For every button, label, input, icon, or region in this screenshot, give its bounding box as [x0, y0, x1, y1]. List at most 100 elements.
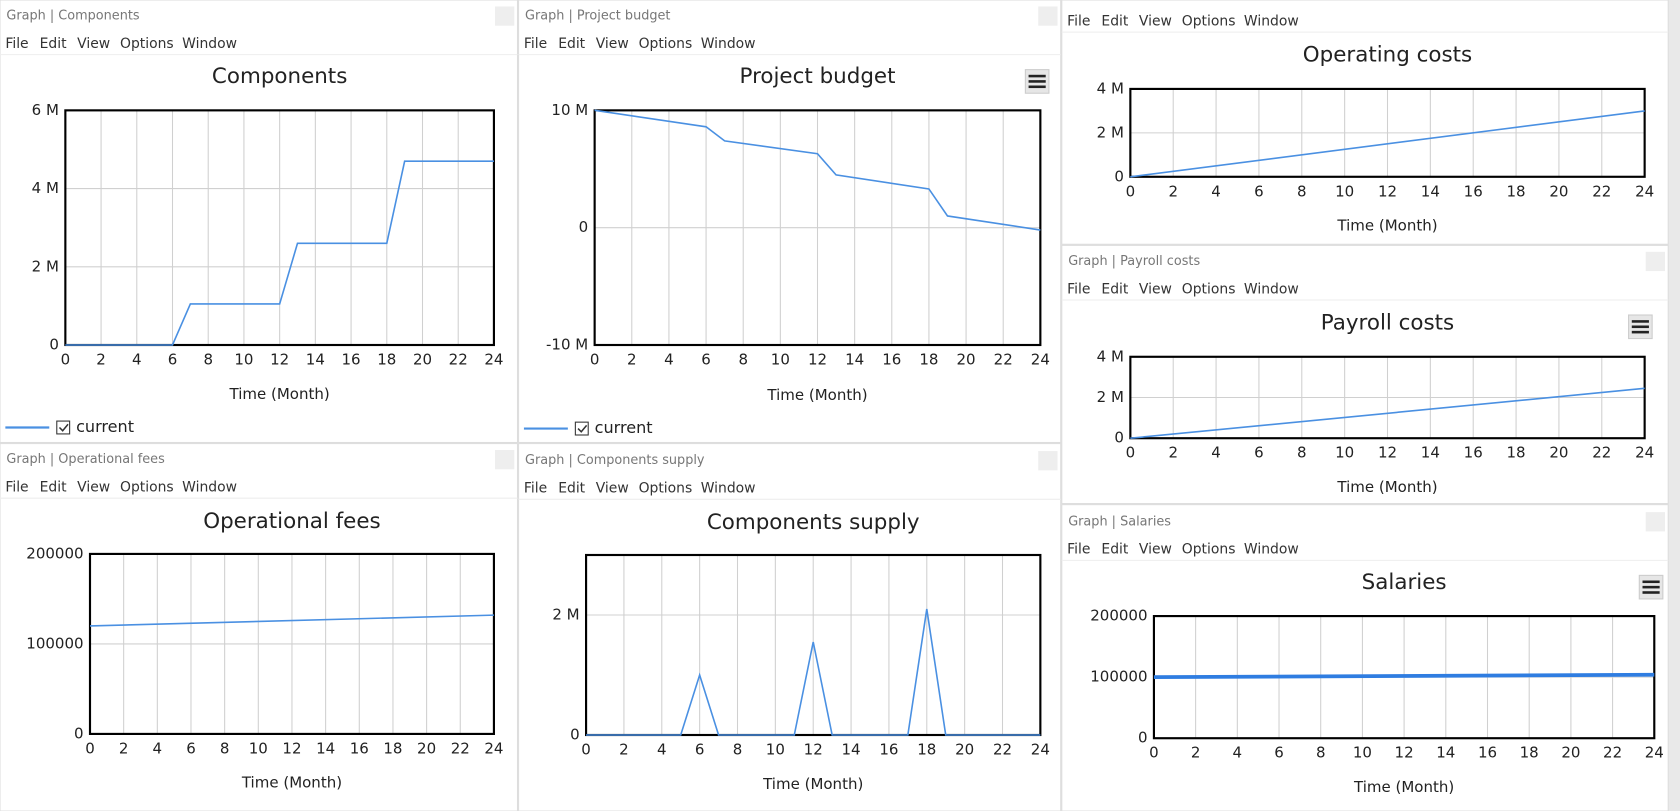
y-tick-label: 2 M	[32, 257, 59, 275]
x-tick-label: 0	[1126, 182, 1136, 200]
x-axis-label: Time (Month)	[766, 386, 867, 404]
x-tick-label: 24	[1031, 351, 1050, 369]
data-line	[65, 160, 494, 346]
menu-item[interactable]: File	[5, 480, 28, 496]
x-tick-label: 2	[627, 351, 637, 369]
menu-icon-bar	[1631, 325, 1649, 329]
menu-item[interactable]: Edit	[40, 480, 67, 496]
plot-frame	[1129, 355, 1646, 440]
menu-item[interactable]: File	[5, 36, 28, 52]
x-tick-label: 14	[845, 351, 864, 369]
menu-item[interactable]: File	[524, 481, 547, 497]
menu-item[interactable]: Window	[1244, 281, 1299, 297]
data-line	[1130, 387, 1645, 440]
x-tick-label: 18	[1507, 444, 1526, 462]
x-tick-label: 16	[879, 741, 898, 759]
menu-item[interactable]: Options	[120, 36, 174, 52]
legend-checkbox[interactable]	[56, 420, 71, 435]
x-tick-label: 0	[1149, 744, 1159, 762]
menu-item[interactable]: View	[1139, 13, 1172, 29]
x-tick-label: 20	[1561, 744, 1580, 762]
close-button[interactable]	[1038, 6, 1058, 26]
menu-item[interactable]: Options	[1182, 542, 1236, 558]
x-tick-label: 6	[168, 351, 178, 369]
menu-icon-bar	[1631, 330, 1649, 334]
y-tick-label: 200000	[26, 544, 83, 562]
menu-item[interactable]: File	[1067, 542, 1090, 558]
menu-item[interactable]: View	[77, 36, 110, 52]
menu-item[interactable]: View	[596, 36, 629, 52]
menu-item[interactable]: Window	[182, 480, 237, 496]
y-tick-label: 2 M	[552, 606, 579, 624]
menu-item[interactable]: File	[1067, 13, 1090, 29]
legend-checkbox[interactable]	[574, 421, 589, 436]
x-tick-label: 18	[1520, 744, 1539, 762]
close-button[interactable]	[495, 450, 515, 470]
close-button[interactable]	[1038, 451, 1058, 471]
menu-item[interactable]: Edit	[1101, 542, 1128, 558]
legend-label: current	[595, 418, 653, 437]
y-tick-label: 0	[1138, 729, 1148, 747]
x-tick-label: 6	[695, 741, 705, 759]
data-line	[89, 614, 494, 627]
menu-icon-bar	[1642, 580, 1660, 584]
data-line	[594, 109, 1041, 231]
x-axis-label: Time (Month)	[229, 385, 330, 403]
x-tick-label: 16	[350, 739, 369, 757]
close-button[interactable]	[1645, 512, 1666, 532]
close-button[interactable]	[495, 6, 515, 26]
x-tick-label: 4	[1211, 182, 1221, 200]
menu-item[interactable]: Options	[639, 36, 693, 52]
x-tick-label: 20	[957, 351, 976, 369]
x-tick-label: 6	[1274, 744, 1284, 762]
window-frame	[1061, 504, 1669, 811]
y-tick-label: 200000	[1090, 607, 1147, 625]
menu-item[interactable]: Options	[1182, 281, 1236, 297]
x-tick-label: 2	[1191, 744, 1201, 762]
checkmark	[577, 424, 588, 433]
menu-item[interactable]: Edit	[1101, 13, 1128, 29]
menu-item[interactable]: Window	[182, 36, 237, 52]
x-tick-label: 14	[1436, 744, 1455, 762]
window-frame	[1061, 244, 1669, 505]
menu-item[interactable]: Window	[1244, 542, 1299, 558]
menu-item[interactable]: Options	[1182, 13, 1236, 29]
window: Graph | Components supply File Edit View Opt…	[518, 443, 1062, 811]
menu-item[interactable]: Edit	[558, 36, 585, 52]
menu-item[interactable]: File	[1067, 281, 1090, 297]
x-tick-label: 2	[1168, 182, 1178, 200]
menu-icon-bar	[1642, 585, 1660, 589]
x-tick-label: 12	[1395, 744, 1414, 762]
menu-item[interactable]: Options	[120, 480, 174, 496]
x-tick-label: 24	[1645, 744, 1664, 762]
window: Graph | Salaries File Edit View Options Windo…	[1061, 504, 1669, 811]
x-tick-label: 0	[590, 351, 600, 369]
x-tick-label: 6	[701, 351, 711, 369]
plot-frame	[1129, 87, 1646, 178]
menu-item[interactable]: View	[1139, 281, 1172, 297]
menu-item[interactable]: Window	[701, 36, 756, 52]
x-tick-label: 8	[1316, 744, 1326, 762]
menu-item[interactable]: Window	[701, 481, 756, 497]
menu-item[interactable]: Window	[1244, 13, 1299, 29]
x-tick-label: 14	[306, 351, 325, 369]
menu-item[interactable]: File	[524, 36, 547, 52]
menu-item[interactable]: View	[1139, 542, 1172, 558]
chart-title: Components supply	[707, 510, 920, 535]
y-tick-label: 2 M	[1097, 123, 1124, 141]
close-button[interactable]	[1645, 251, 1666, 272]
menu-item[interactable]: View	[77, 480, 110, 496]
menu-item[interactable]: Options	[639, 481, 693, 497]
x-tick-label: 24	[484, 739, 503, 757]
menu-item[interactable]: Edit	[1101, 281, 1128, 297]
x-tick-label: 6	[1254, 444, 1264, 462]
menu-item[interactable]: Edit	[558, 481, 585, 497]
x-tick-label: 22	[451, 739, 470, 757]
menu-item[interactable]: Edit	[40, 36, 67, 52]
x-tick-label: 4	[657, 741, 667, 759]
window: Graph | Operational fees File Edit View Opti…	[0, 443, 519, 811]
menu-item[interactable]: View	[596, 481, 629, 497]
x-axis-label: Time (Month)	[762, 775, 863, 793]
